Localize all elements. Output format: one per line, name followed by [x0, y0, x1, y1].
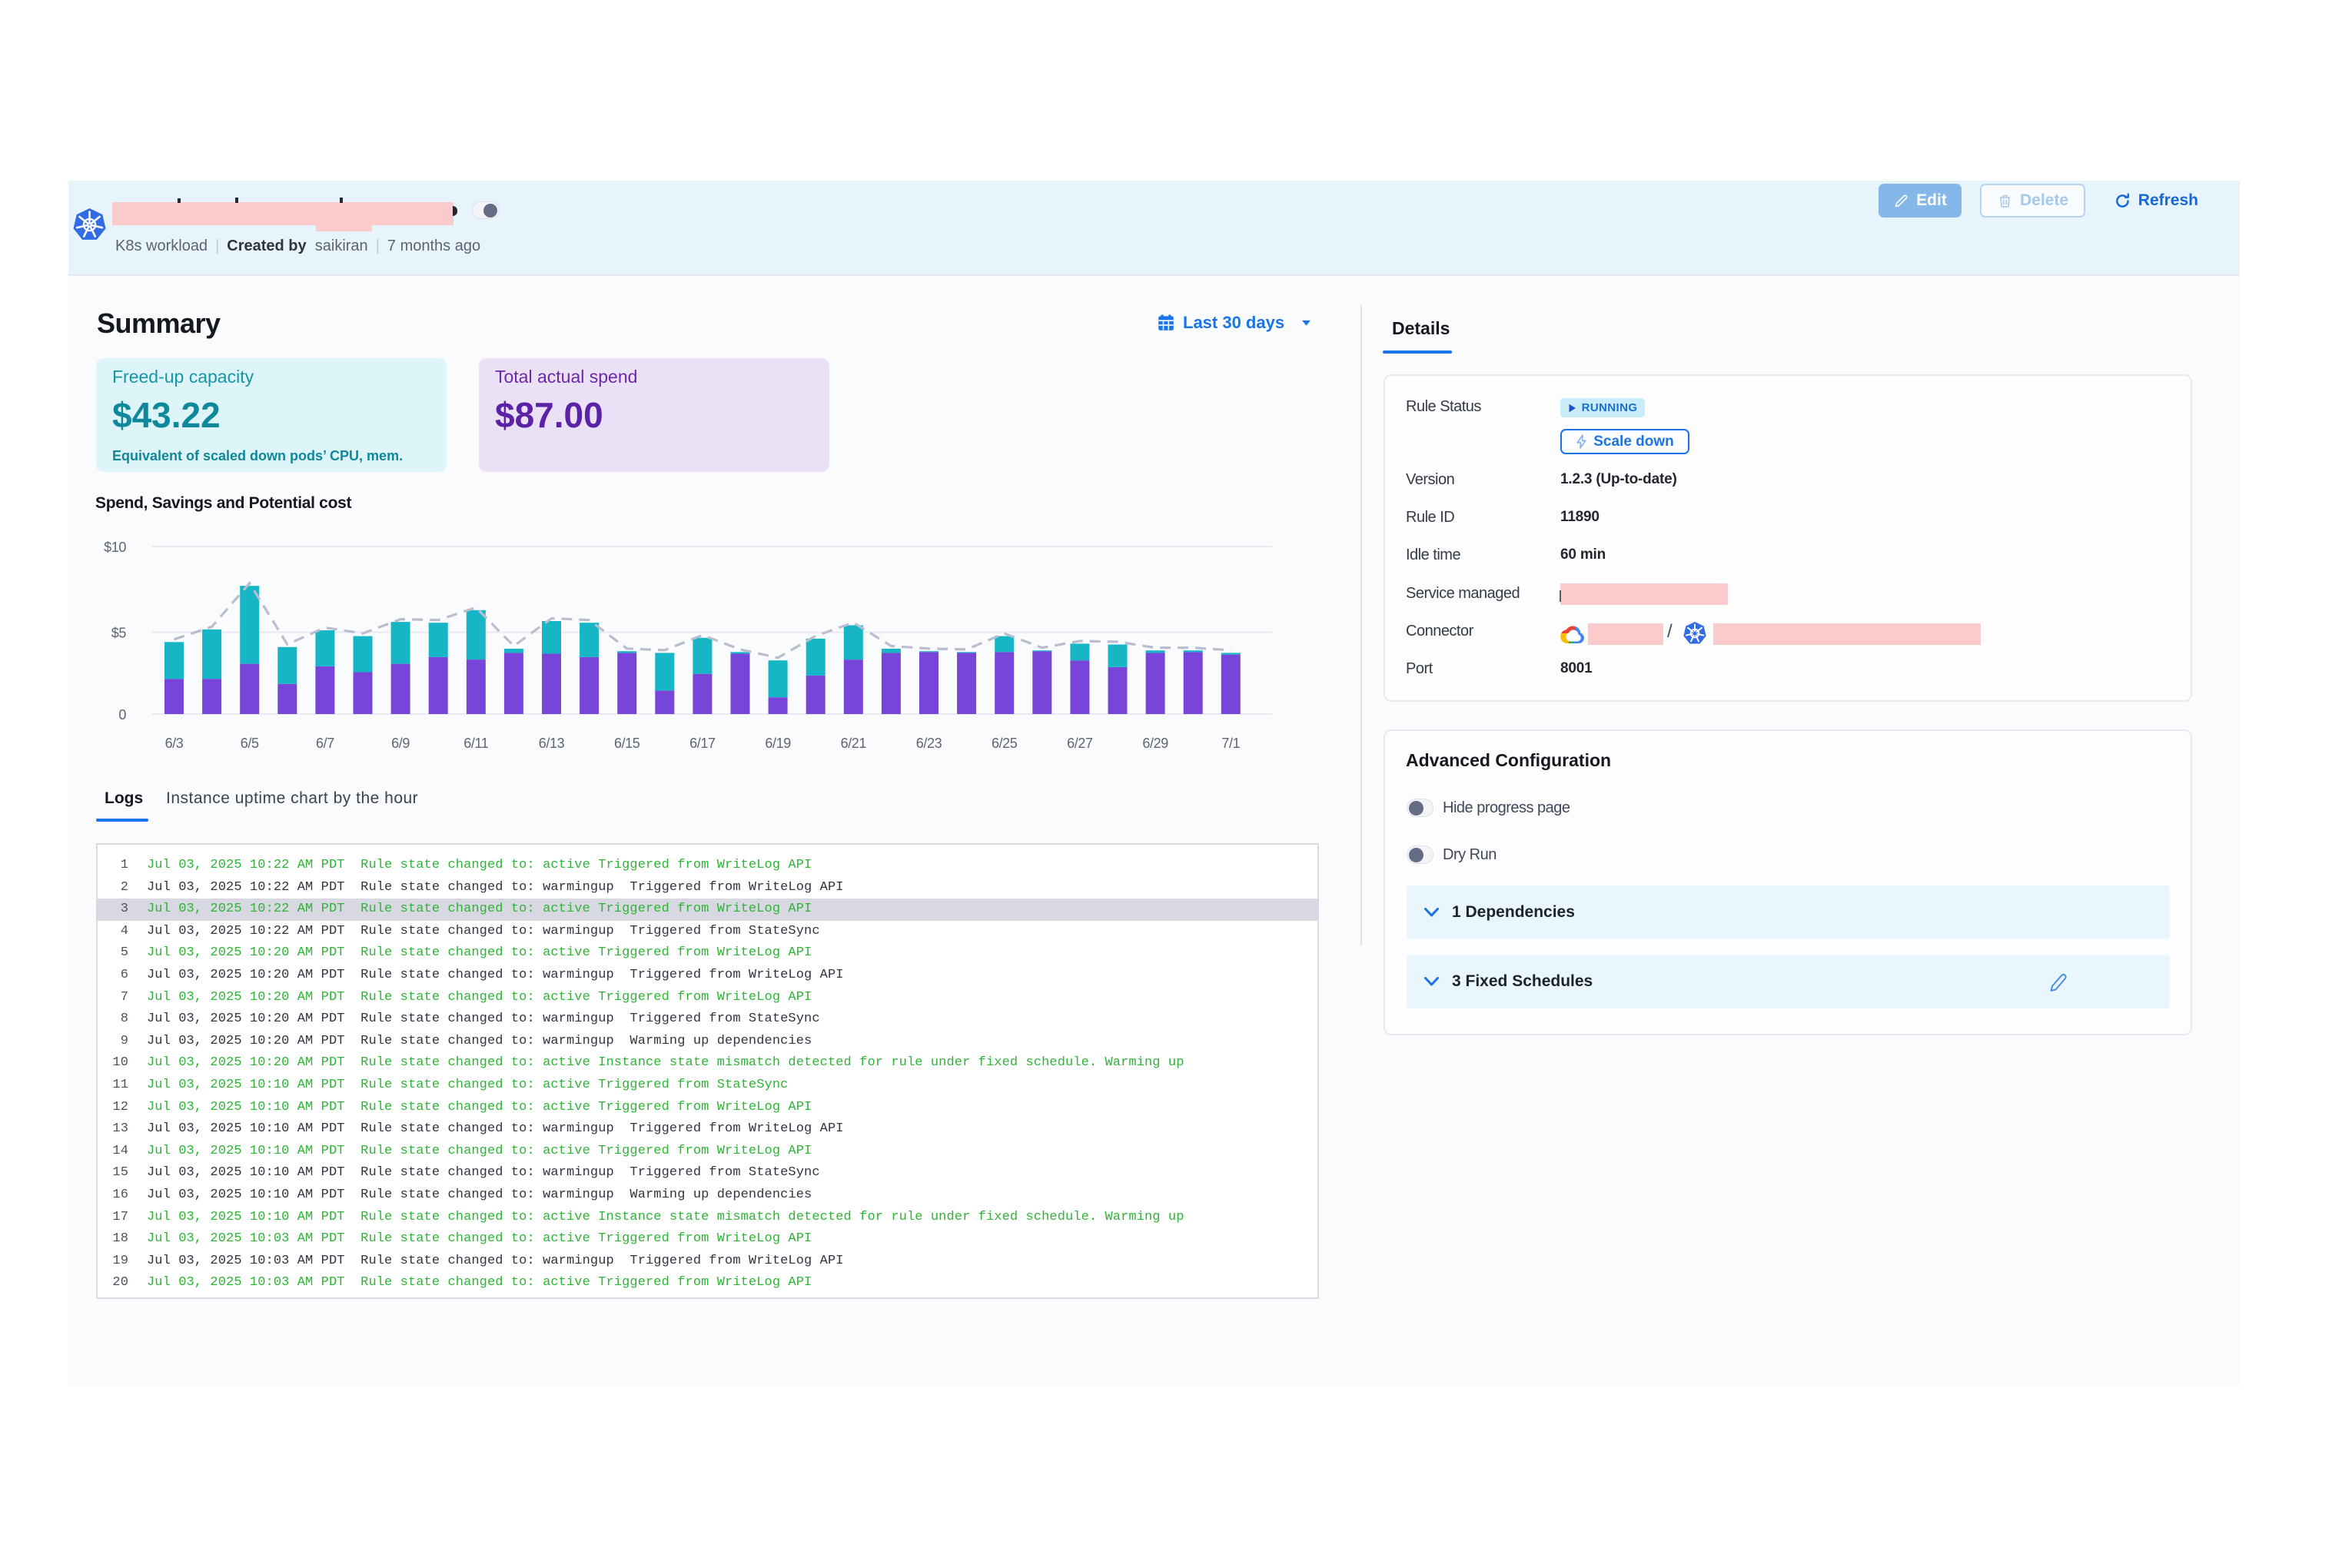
svg-text:6/27: 6/27 — [1067, 736, 1093, 751]
svg-text:6/19: 6/19 — [765, 736, 791, 751]
svg-text:6/11: 6/11 — [463, 736, 488, 751]
svg-text:6/17: 6/17 — [689, 736, 716, 751]
svg-text:$10: $10 — [104, 540, 126, 555]
svg-text:6/21: 6/21 — [841, 736, 867, 751]
svg-text:6/23: 6/23 — [916, 736, 942, 751]
svg-text:6/25: 6/25 — [992, 736, 1018, 751]
svg-text:6/5: 6/5 — [241, 736, 259, 751]
svg-text:$5: $5 — [111, 626, 127, 641]
svg-text:7/1: 7/1 — [1221, 736, 1240, 751]
svg-text:6/9: 6/9 — [391, 736, 410, 751]
svg-text:6/29: 6/29 — [1142, 736, 1168, 751]
svg-text:0: 0 — [118, 707, 126, 723]
svg-text:6/3: 6/3 — [165, 736, 184, 751]
svg-text:6/7: 6/7 — [316, 736, 334, 751]
svg-text:6/15: 6/15 — [614, 736, 640, 751]
svg-text:6/13: 6/13 — [539, 736, 565, 751]
